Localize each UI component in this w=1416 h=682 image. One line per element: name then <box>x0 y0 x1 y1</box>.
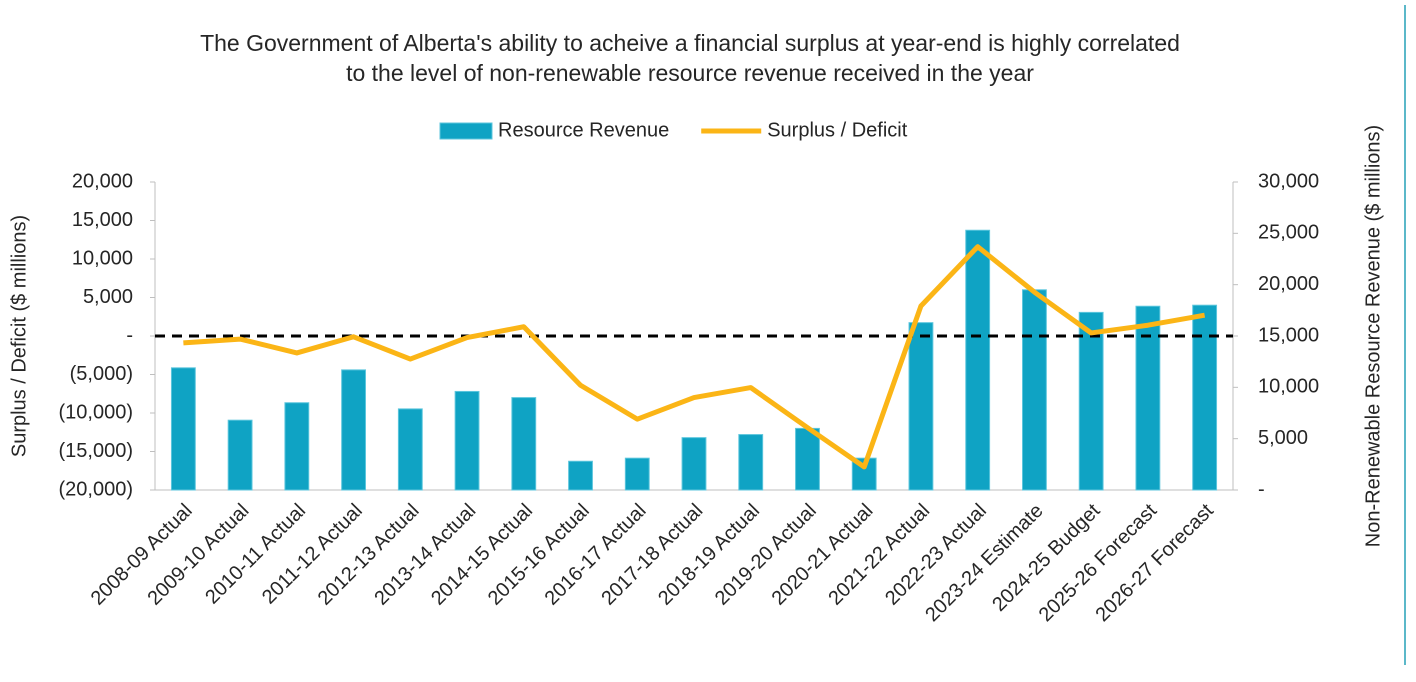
x-tick-label: 2012-13 Actual <box>314 500 424 610</box>
y2-tick-label: 5,000 <box>1258 427 1308 449</box>
x-tick-label: 2009-10 Actual <box>143 500 253 610</box>
x-tick-label: 2020-21 Actual <box>768 500 878 610</box>
y2-tick-label: 30,000 <box>1258 170 1319 192</box>
y-tick-label: (10,000) <box>59 401 134 423</box>
x-tick-label: 2014-15 Actual <box>427 500 537 610</box>
bar <box>1135 305 1161 491</box>
x-tick-label: 2019-20 Actual <box>711 500 821 610</box>
bar <box>454 390 480 491</box>
legend-label: Surplus / Deficit <box>767 119 907 141</box>
y-tick-label: (5,000) <box>70 363 133 385</box>
bar <box>284 402 310 491</box>
bar <box>341 369 366 491</box>
bar <box>681 437 707 491</box>
bar <box>511 397 537 491</box>
y-axis-title: Surplus / Deficit ($ millions) <box>8 215 30 457</box>
y-tick-label: - <box>126 324 133 346</box>
line <box>183 244 1206 470</box>
y2-tick-label: 20,000 <box>1258 273 1319 295</box>
x-tick-label: 2022-23 Actual <box>881 500 991 610</box>
legend-swatch <box>439 122 493 140</box>
x-tick-label: 2017-18 Actual <box>597 500 707 610</box>
bar <box>965 229 991 491</box>
x-tick-label: 2008-09 Actual <box>87 500 197 610</box>
bar <box>170 367 196 491</box>
y2-axis-title: Non-Renewable Resource Revenue ($ millio… <box>1362 125 1384 547</box>
bar <box>1192 304 1218 491</box>
bar <box>1078 311 1104 491</box>
x-tick-label: 2015-16 Actual <box>484 500 594 610</box>
chart-title: to the level of non-renewable resource r… <box>346 60 1034 86</box>
y-tick-label: 10,000 <box>72 247 133 269</box>
bar <box>908 322 934 491</box>
y-tick-label: 20,000 <box>72 170 133 192</box>
bar <box>738 434 764 491</box>
legend-label: Resource Revenue <box>498 119 669 141</box>
bar <box>1022 289 1047 491</box>
bar <box>568 460 593 491</box>
x-tick-label: 2021-22 Actual <box>824 500 934 610</box>
y2-tick-label: - <box>1258 478 1265 500</box>
x-tick-label: 2011-12 Actual <box>258 500 367 609</box>
bar <box>227 419 253 491</box>
bar <box>397 408 423 491</box>
x-tick-label: 2018-19 Actual <box>654 500 764 610</box>
x-tick-label: 2013-14 Actual <box>370 500 480 610</box>
y2-tick-label: 25,000 <box>1258 222 1319 244</box>
bar <box>795 427 820 491</box>
y-tick-label: (15,000) <box>59 440 134 462</box>
chart-title: The Government of Alberta's ability to a… <box>200 30 1180 56</box>
bar <box>624 457 650 491</box>
x-tick-label: 2010-11 Actual <box>201 500 310 609</box>
y2-tick-label: 15,000 <box>1258 324 1319 346</box>
bar <box>851 457 877 491</box>
x-tick-label: 2016-17 Actual <box>541 500 651 610</box>
y2-tick-label: 10,000 <box>1258 376 1319 398</box>
y-tick-label: 5,000 <box>83 286 133 308</box>
y-tick-label: (20,000) <box>59 478 134 500</box>
y-tick-label: 15,000 <box>72 209 133 231</box>
